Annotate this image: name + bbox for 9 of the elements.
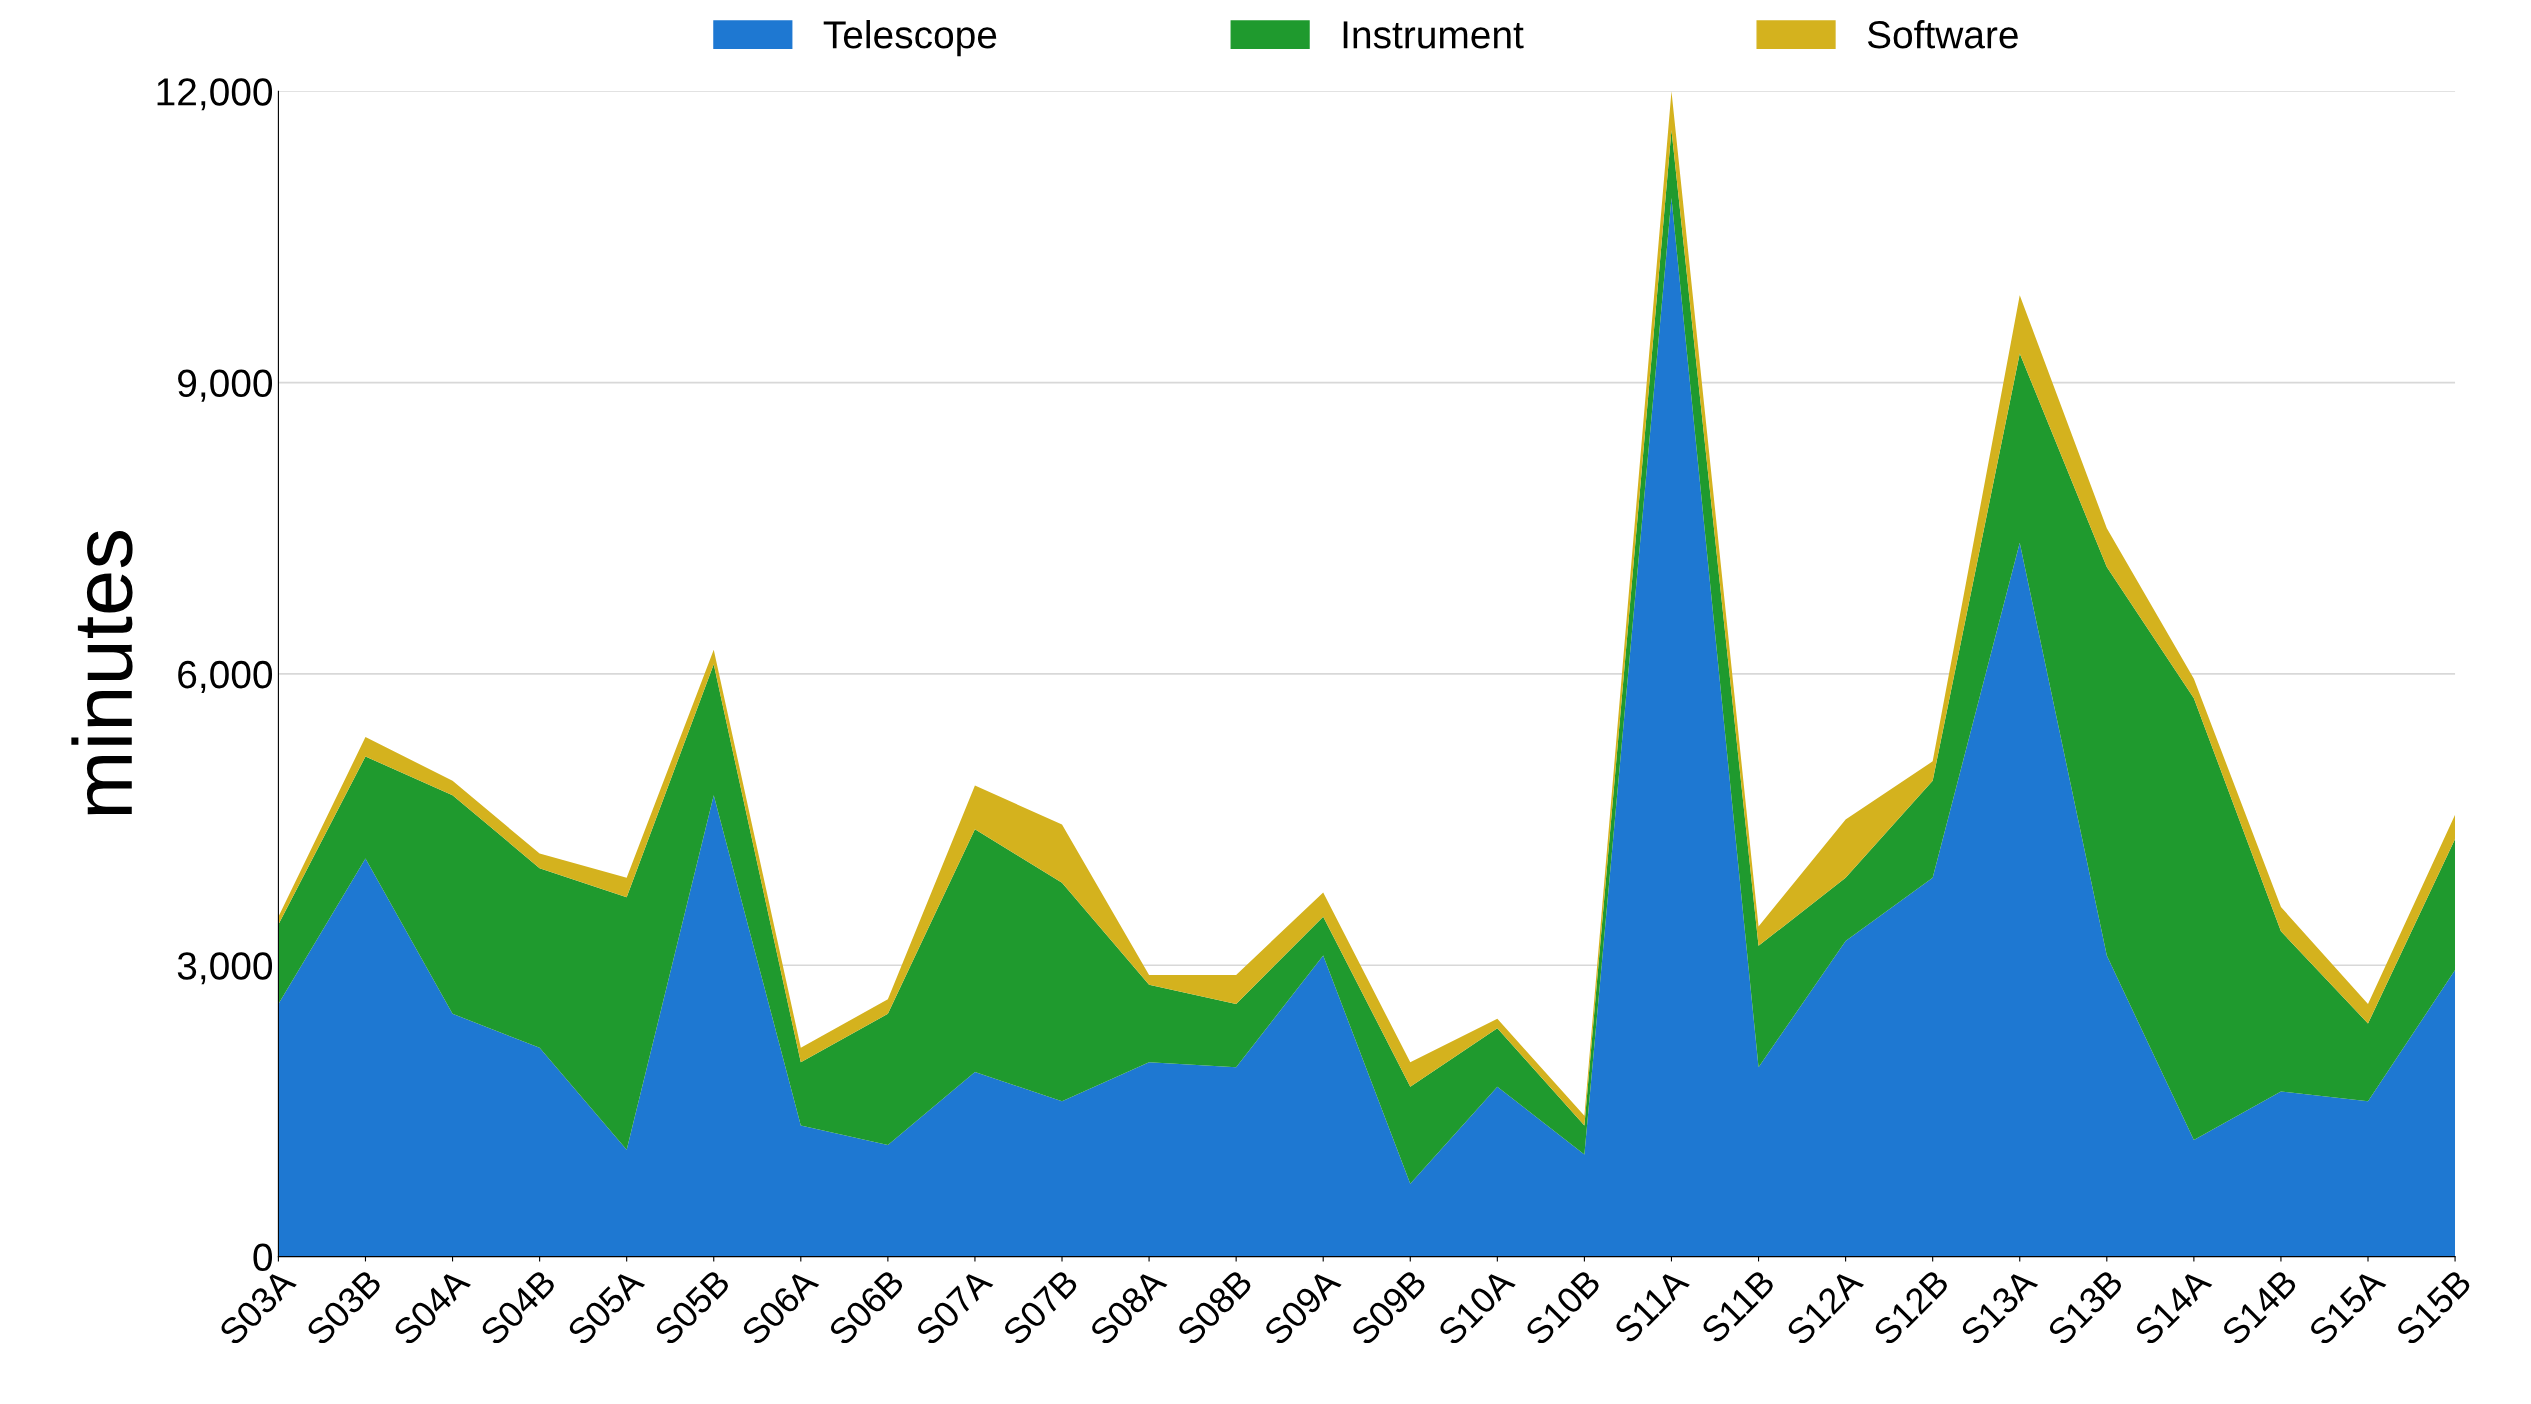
y-tick-label: 12,000 bbox=[157, 78, 273, 111]
legend-label: Telescope bbox=[823, 20, 997, 57]
y-tick-label: 6,000 bbox=[178, 660, 273, 693]
y-tick-label: 0 bbox=[253, 1243, 273, 1272]
legend-label: Software bbox=[1867, 20, 2018, 49]
y-tick-label: 3,000 bbox=[177, 952, 273, 985]
legend-label: Instrument bbox=[1343, 21, 1524, 49]
y-tick-label: 9,000 bbox=[178, 369, 273, 402]
y-axis-title: minutes bbox=[71, 531, 133, 815]
